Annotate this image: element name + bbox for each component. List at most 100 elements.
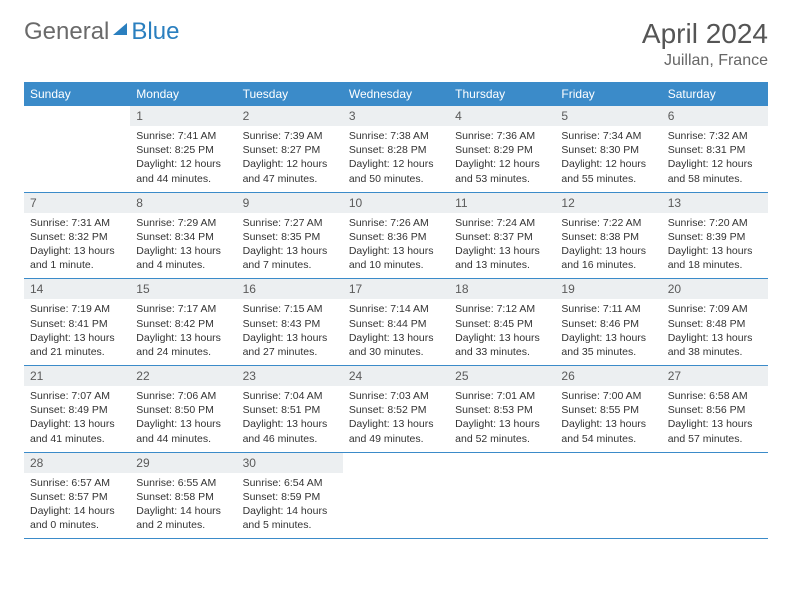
day-cell: 17Sunrise: 7:14 AMSunset: 8:44 PMDayligh… bbox=[343, 279, 449, 365]
day-info-line: Sunrise: 7:29 AM bbox=[136, 216, 230, 230]
day-info: Sunrise: 6:55 AMSunset: 8:58 PMDaylight:… bbox=[130, 476, 236, 533]
day-number: 2 bbox=[237, 106, 343, 126]
day-info-line: Daylight: 12 hours bbox=[455, 157, 549, 171]
day-info-line: Sunset: 8:58 PM bbox=[136, 490, 230, 504]
day-cell: 29Sunrise: 6:55 AMSunset: 8:58 PMDayligh… bbox=[130, 453, 236, 539]
day-cell: 7Sunrise: 7:31 AMSunset: 8:32 PMDaylight… bbox=[24, 193, 130, 279]
day-info-line: Sunrise: 7:15 AM bbox=[243, 302, 337, 316]
day-info: Sunrise: 7:38 AMSunset: 8:28 PMDaylight:… bbox=[343, 129, 449, 186]
day-info-line: Daylight: 12 hours bbox=[668, 157, 762, 171]
day-info-line: Daylight: 13 hours bbox=[561, 417, 655, 431]
day-info-line: Sunrise: 6:57 AM bbox=[30, 476, 124, 490]
day-info: Sunrise: 7:31 AMSunset: 8:32 PMDaylight:… bbox=[24, 216, 130, 273]
day-info: Sunrise: 7:26 AMSunset: 8:36 PMDaylight:… bbox=[343, 216, 449, 273]
day-info-line: Daylight: 13 hours bbox=[243, 244, 337, 258]
day-info-line: Daylight: 13 hours bbox=[455, 244, 549, 258]
day-cell: 27Sunrise: 6:58 AMSunset: 8:56 PMDayligh… bbox=[662, 366, 768, 452]
day-info-line: Daylight: 14 hours bbox=[136, 504, 230, 518]
day-number: 24 bbox=[343, 366, 449, 386]
calendar: SundayMondayTuesdayWednesdayThursdayFrid… bbox=[24, 82, 768, 539]
day-cell: 4Sunrise: 7:36 AMSunset: 8:29 PMDaylight… bbox=[449, 106, 555, 192]
day-info-line: Daylight: 13 hours bbox=[243, 417, 337, 431]
day-info-line: and 24 minutes. bbox=[136, 345, 230, 359]
day-info-line: Daylight: 12 hours bbox=[349, 157, 443, 171]
day-cell: 13Sunrise: 7:20 AMSunset: 8:39 PMDayligh… bbox=[662, 193, 768, 279]
day-info-line: and 1 minute. bbox=[30, 258, 124, 272]
day-number: 11 bbox=[449, 193, 555, 213]
day-info-line: Daylight: 13 hours bbox=[349, 331, 443, 345]
day-info-line: Daylight: 12 hours bbox=[243, 157, 337, 171]
day-info-line: Sunset: 8:49 PM bbox=[30, 403, 124, 417]
day-info: Sunrise: 7:07 AMSunset: 8:49 PMDaylight:… bbox=[24, 389, 130, 446]
day-info-line: Sunset: 8:45 PM bbox=[455, 317, 549, 331]
day-info-line: Daylight: 12 hours bbox=[136, 157, 230, 171]
day-info-line: Sunrise: 7:11 AM bbox=[561, 302, 655, 316]
dow-cell: Thursday bbox=[449, 82, 555, 106]
day-info-line: and 30 minutes. bbox=[349, 345, 443, 359]
day-info-line: and 7 minutes. bbox=[243, 258, 337, 272]
day-number: 25 bbox=[449, 366, 555, 386]
day-number: 4 bbox=[449, 106, 555, 126]
day-info-line: Sunrise: 7:41 AM bbox=[136, 129, 230, 143]
day-info-line: Sunset: 8:28 PM bbox=[349, 143, 443, 157]
day-number: 6 bbox=[662, 106, 768, 126]
day-info-line: Sunset: 8:48 PM bbox=[668, 317, 762, 331]
day-number: 14 bbox=[24, 279, 130, 299]
week-row: 28Sunrise: 6:57 AMSunset: 8:57 PMDayligh… bbox=[24, 453, 768, 540]
day-info: Sunrise: 7:29 AMSunset: 8:34 PMDaylight:… bbox=[130, 216, 236, 273]
day-info: Sunrise: 7:19 AMSunset: 8:41 PMDaylight:… bbox=[24, 302, 130, 359]
day-info: Sunrise: 7:03 AMSunset: 8:52 PMDaylight:… bbox=[343, 389, 449, 446]
day-cell: 21 Sunrise: 7:07 AMSunset: 8:49 PMDayligh… bbox=[24, 366, 130, 452]
day-number: 18 bbox=[449, 279, 555, 299]
day-number: 12 bbox=[555, 193, 661, 213]
week-row: 1Sunrise: 7:41 AMSunset: 8:25 PMDaylight… bbox=[24, 106, 768, 193]
day-info-line: Daylight: 12 hours bbox=[561, 157, 655, 171]
day-info-line: and 27 minutes. bbox=[243, 345, 337, 359]
day-number: 9 bbox=[237, 193, 343, 213]
day-cell: 1 Sunrise: 7:41 AMSunset: 8:25 PMDaylight… bbox=[130, 106, 236, 192]
day-info-line: Sunset: 8:27 PM bbox=[243, 143, 337, 157]
day-info-line: Daylight: 13 hours bbox=[30, 417, 124, 431]
day-info-line: Sunrise: 7:22 AM bbox=[561, 216, 655, 230]
day-info-line: Sunset: 8:59 PM bbox=[243, 490, 337, 504]
day-info-line: and 0 minutes. bbox=[30, 518, 124, 532]
day-info-line: Sunrise: 7:32 AM bbox=[668, 129, 762, 143]
day-info-line: and 16 minutes. bbox=[561, 258, 655, 272]
day-info-line: Daylight: 13 hours bbox=[243, 331, 337, 345]
day-info-line: Sunrise: 7:14 AM bbox=[349, 302, 443, 316]
day-info-line: Sunrise: 6:55 AM bbox=[136, 476, 230, 490]
dow-cell: Wednesday bbox=[343, 82, 449, 106]
day-cell bbox=[24, 106, 130, 192]
day-info-line: and 44 minutes. bbox=[136, 172, 230, 186]
day-info-line: and 5 minutes. bbox=[243, 518, 337, 532]
day-info-line: Sunrise: 6:58 AM bbox=[668, 389, 762, 403]
day-cell: 20Sunrise: 7:09 AMSunset: 8:48 PMDayligh… bbox=[662, 279, 768, 365]
day-info-line: Sunrise: 7:20 AM bbox=[668, 216, 762, 230]
day-info-line: Sunrise: 7:06 AM bbox=[136, 389, 230, 403]
day-info-line: Sunrise: 7:01 AM bbox=[455, 389, 549, 403]
day-info-line: Daylight: 13 hours bbox=[668, 331, 762, 345]
day-info: Sunrise: 7:01 AMSunset: 8:53 PMDaylight:… bbox=[449, 389, 555, 446]
day-number: 5 bbox=[555, 106, 661, 126]
day-cell: 2Sunrise: 7:39 AMSunset: 8:27 PMDaylight… bbox=[237, 106, 343, 192]
day-info-line: Sunrise: 7:24 AM bbox=[455, 216, 549, 230]
day-cell bbox=[555, 453, 661, 539]
day-info: Sunrise: 7:15 AMSunset: 8:43 PMDaylight:… bbox=[237, 302, 343, 359]
day-info-line: and 13 minutes. bbox=[455, 258, 549, 272]
day-info-line: Sunrise: 7:31 AM bbox=[30, 216, 124, 230]
day-number: 10 bbox=[343, 193, 449, 213]
day-number: 1 bbox=[130, 106, 236, 126]
logo-text-general: General bbox=[24, 18, 109, 46]
day-info: Sunrise: 7:32 AMSunset: 8:31 PMDaylight:… bbox=[662, 129, 768, 186]
day-number: 13 bbox=[662, 193, 768, 213]
day-number: 15 bbox=[130, 279, 236, 299]
day-info-line: Sunset: 8:46 PM bbox=[561, 317, 655, 331]
day-info-line: and 4 minutes. bbox=[136, 258, 230, 272]
logo-text-blue: Blue bbox=[131, 18, 179, 46]
day-info-line: Sunset: 8:36 PM bbox=[349, 230, 443, 244]
day-number: 21 bbox=[24, 366, 130, 386]
day-info-line: Sunset: 8:25 PM bbox=[136, 143, 230, 157]
day-info-line: and 49 minutes. bbox=[349, 432, 443, 446]
day-info-line: Sunset: 8:41 PM bbox=[30, 317, 124, 331]
day-info-line: Sunset: 8:38 PM bbox=[561, 230, 655, 244]
